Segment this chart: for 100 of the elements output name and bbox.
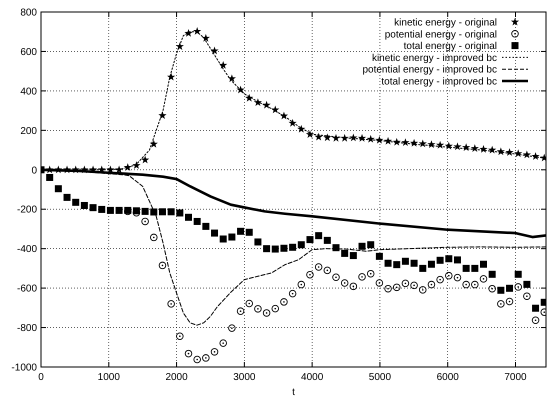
point	[193, 27, 202, 35]
point	[340, 134, 349, 142]
point	[514, 270, 522, 278]
point	[523, 280, 530, 288]
point	[211, 230, 218, 237]
legend-label: potential energy - original	[384, 29, 497, 40]
point	[62, 165, 72, 174]
point	[237, 228, 244, 235]
point	[272, 304, 280, 312]
point	[358, 242, 366, 250]
point	[263, 245, 270, 252]
point	[480, 260, 487, 268]
point	[202, 354, 210, 362]
y-tick-label: 600	[20, 46, 38, 58]
point	[288, 118, 297, 127]
point	[453, 142, 462, 150]
point	[436, 276, 444, 284]
point	[480, 275, 488, 283]
point	[445, 255, 452, 262]
point	[427, 140, 436, 148]
point	[324, 236, 331, 244]
point	[532, 304, 540, 312]
point	[262, 309, 270, 317]
point	[340, 279, 348, 287]
x-tick-label: 0	[38, 372, 44, 383]
point	[72, 165, 80, 174]
point	[167, 300, 175, 308]
point	[419, 286, 427, 294]
point	[419, 264, 426, 272]
point	[428, 280, 436, 288]
point	[505, 148, 514, 156]
point	[54, 165, 62, 174]
point	[470, 144, 479, 152]
point	[168, 208, 175, 216]
point	[514, 283, 522, 291]
point	[245, 300, 253, 308]
point	[80, 165, 88, 174]
point	[271, 106, 280, 114]
point	[280, 112, 288, 120]
point	[246, 228, 253, 236]
point	[402, 258, 409, 265]
y-tick-label: 0	[31, 165, 38, 176]
point	[193, 356, 201, 364]
point	[158, 208, 166, 216]
point	[202, 34, 210, 42]
point	[462, 264, 470, 272]
point	[219, 60, 228, 69]
x-tick-label: 4000	[301, 372, 324, 383]
point	[141, 218, 149, 226]
point	[392, 284, 400, 292]
point	[158, 111, 167, 120]
x-axis-title: t	[292, 387, 296, 398]
point	[436, 140, 444, 149]
legend-label: kinetic energy - improved bc	[372, 52, 497, 64]
point	[384, 284, 392, 292]
point	[142, 208, 149, 215]
point	[115, 165, 124, 174]
point	[176, 332, 184, 340]
point	[150, 140, 158, 148]
point	[444, 142, 453, 150]
point	[358, 273, 366, 281]
point	[428, 260, 435, 268]
point	[384, 136, 392, 145]
point	[392, 138, 401, 146]
point	[228, 234, 236, 241]
point	[141, 156, 150, 164]
point	[375, 136, 384, 144]
point	[132, 161, 141, 169]
point	[445, 272, 453, 280]
point	[236, 86, 245, 94]
point	[236, 307, 244, 315]
point	[220, 236, 227, 243]
y-tick-label: 400	[20, 86, 38, 98]
point	[350, 252, 357, 260]
point	[228, 324, 236, 332]
point	[462, 143, 470, 151]
legend-label: total energy - original	[404, 41, 497, 52]
point	[341, 250, 348, 257]
point	[506, 284, 514, 292]
point	[288, 290, 296, 298]
point	[358, 134, 366, 142]
point	[176, 209, 184, 216]
point	[384, 260, 392, 267]
point	[297, 124, 306, 133]
point	[306, 236, 314, 244]
point	[401, 138, 410, 146]
legend-label: potential energy - improved bc	[362, 64, 497, 76]
point	[54, 185, 62, 192]
point	[454, 256, 461, 264]
point	[506, 298, 514, 306]
y-tick-label: 200	[20, 126, 38, 137]
point	[315, 232, 322, 240]
point	[531, 152, 540, 160]
point	[280, 244, 288, 252]
point	[219, 339, 227, 347]
point	[349, 134, 358, 142]
point	[410, 138, 418, 147]
point	[150, 234, 158, 242]
point	[90, 204, 97, 212]
point	[88, 165, 98, 174]
